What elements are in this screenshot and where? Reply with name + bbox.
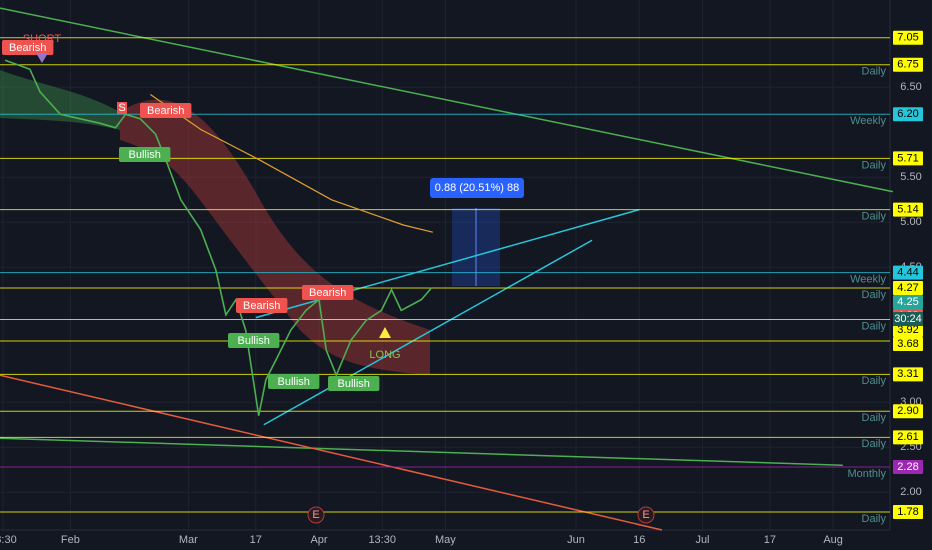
price-label: 6.20 (897, 108, 918, 120)
price-label-box (893, 202, 923, 217)
price-label-box (893, 430, 923, 445)
level-tag: Weekly (850, 115, 886, 127)
level-tag: Daily (862, 438, 887, 450)
price-label: 4.44 (897, 267, 918, 279)
signal-box (268, 374, 320, 389)
level-tag: Daily (862, 289, 887, 301)
trend-line (0, 374, 663, 531)
trend-line (0, 437, 843, 466)
signal-label: Bullish (337, 378, 369, 390)
measure-label-box (430, 178, 524, 198)
trend-line (263, 239, 593, 426)
price-label-box (893, 280, 923, 295)
earnings-marker (307, 506, 325, 524)
price-label: 5.71 (897, 152, 918, 164)
short-label: SHORT (23, 33, 62, 45)
price-label-box (893, 265, 923, 280)
s-label: S (118, 102, 125, 114)
price-label-box (893, 322, 923, 337)
x-tick-label: 17 (764, 534, 776, 546)
x-tick-label: Jun (567, 534, 585, 546)
signal-label: Bullish (277, 376, 309, 388)
price-label-box (893, 460, 923, 475)
x-tick-label: May (435, 534, 456, 546)
price-line (4, 59, 433, 416)
price-label: 2.90 (897, 405, 918, 417)
price-label: 5.14 (897, 204, 918, 216)
x-tick-label: Jul (695, 534, 709, 546)
countdown-box (893, 312, 923, 326)
signal-label: Bullish (128, 149, 160, 161)
price-label-box (893, 404, 923, 419)
price-label: 6.75 (897, 59, 918, 71)
signal-label: Bearish (243, 300, 280, 312)
signal-box (119, 147, 171, 162)
price-label: 3.31 (897, 368, 918, 380)
price-label: 3.68 (897, 338, 918, 350)
price-label: 1.78 (897, 506, 918, 518)
cloud-bullish (0, 70, 120, 130)
short-marker (36, 53, 48, 63)
countdown: 30:24 (894, 313, 922, 325)
y-tick-label: 6.50 (900, 81, 921, 93)
s-box (117, 102, 127, 114)
x-tick-label: Mar (179, 534, 198, 546)
price-label-box (893, 107, 923, 122)
price-label-box (893, 30, 923, 45)
earnings-label: E (642, 509, 649, 521)
earnings-label: E (312, 509, 319, 521)
x-tick-label: 13:30 (368, 534, 396, 546)
y-tick-label: 5.50 (900, 171, 921, 183)
price-line (150, 94, 433, 233)
x-tick-label: Aug (823, 534, 843, 546)
price-label: 2.28 (897, 461, 918, 473)
level-tag: Daily (862, 211, 887, 223)
x-tick-label: Apr (310, 534, 327, 546)
price-label: 3.92 (897, 324, 918, 336)
trend-line (0, 7, 894, 193)
signal-box (140, 103, 192, 118)
cloud-bearish (120, 99, 430, 376)
price-label: 7.05 (897, 32, 918, 44)
signal-box (328, 376, 380, 391)
price-label: 4.27 (897, 282, 918, 294)
price-label-box (893, 367, 923, 382)
signal-label: Bearish (309, 287, 346, 299)
price-label-box (893, 151, 923, 166)
signal-label: Bearish (147, 105, 184, 117)
x-tick-label: 13:30 (0, 534, 17, 546)
price-label-box (893, 57, 923, 72)
signal-label: Bearish (9, 42, 46, 54)
long-marker (379, 327, 391, 338)
x-tick-label: 17 (250, 534, 262, 546)
measure-label: 0.88 (20.51%) 88 (435, 182, 519, 194)
level-tag: Daily (862, 320, 887, 332)
level-tag: Monthly (847, 468, 886, 480)
signal-box (2, 40, 54, 55)
price-label: 2.61 (897, 431, 918, 443)
signal-box (228, 333, 280, 348)
level-tag: Daily (862, 412, 887, 424)
level-tag: Weekly (850, 274, 886, 286)
signal-box (236, 298, 288, 313)
earnings-marker (637, 506, 655, 524)
level-tag: Daily (862, 66, 887, 78)
x-tick-label: 16 (633, 534, 645, 546)
price-label-box (893, 336, 923, 351)
x-tick-label: Feb (61, 534, 80, 546)
price-label-box (893, 505, 923, 520)
signal-label: Bullish (237, 335, 269, 347)
level-tag: Daily (862, 159, 887, 171)
signal-box (302, 285, 354, 300)
price-label: 4.25 (897, 296, 918, 308)
y-tick-label: 5.00 (900, 216, 921, 228)
price-label-box (893, 294, 923, 309)
level-tag: Daily (862, 375, 887, 387)
long-label: LONG (369, 349, 400, 361)
y-tick-label: 2.00 (900, 486, 921, 498)
level-tag: Daily (862, 513, 887, 525)
